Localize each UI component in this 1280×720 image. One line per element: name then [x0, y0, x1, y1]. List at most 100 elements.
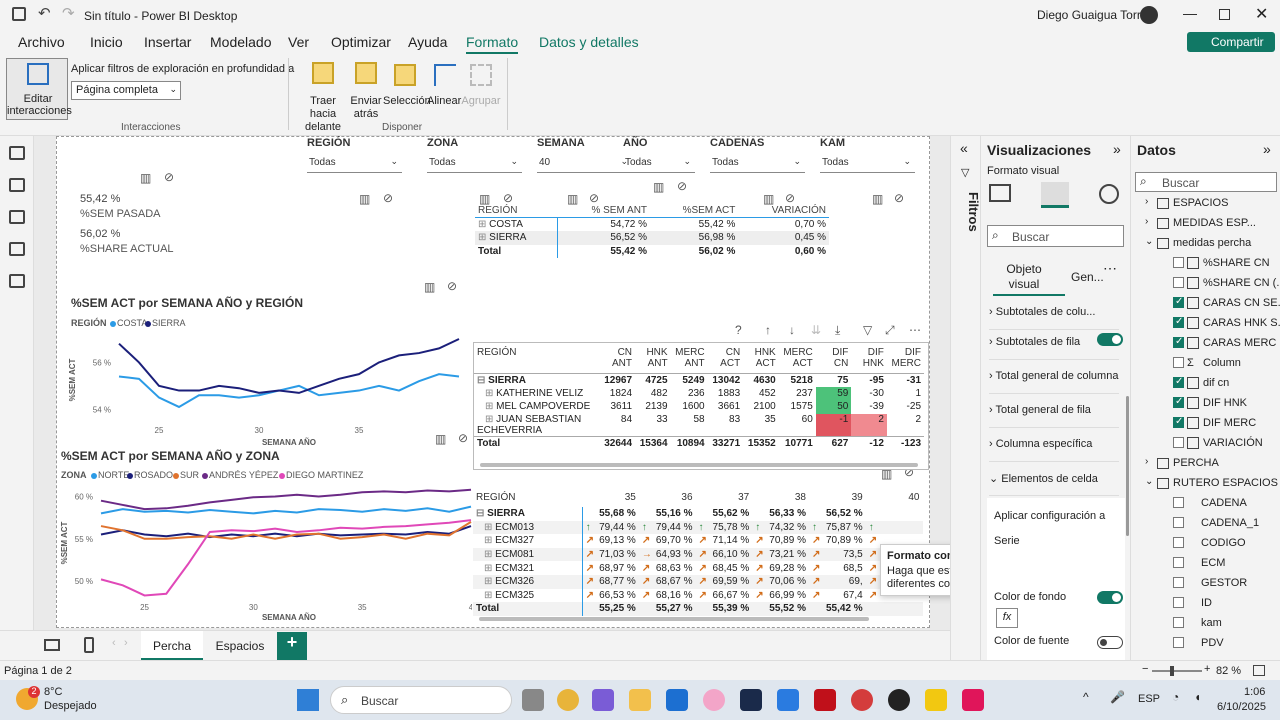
tiktok-icon[interactable] [962, 689, 984, 711]
selection-button[interactable]: Selección [383, 58, 431, 120]
table-header[interactable]: REGIÓN [478, 205, 518, 217]
menu-ver[interactable]: Ver [288, 34, 310, 50]
expand-icon[interactable]: ⊞ [484, 521, 496, 533]
wifi-icon[interactable]: ◔ [1172, 690, 1180, 704]
matrix-header[interactable]: REGIÓN [477, 347, 517, 358]
matrix-header[interactable]: CN ANT [612, 347, 633, 369]
field-checkbox[interactable] [1173, 617, 1184, 628]
collapse-icon[interactable]: » [1263, 141, 1271, 157]
chart1-plot[interactable]: %SEM ACT SEMANA AÑO 56 % 54 % 25 30 35 [67, 333, 467, 449]
model-view-icon[interactable] [9, 210, 25, 224]
expand-icon[interactable]: ⊞ [485, 387, 497, 399]
h-scrollbar[interactable] [480, 463, 918, 467]
none-interaction-icon[interactable]: ⊘ [677, 179, 688, 193]
matrix-row[interactable]: ⊞ ECM326 ↗ 68,77 % ↗ 68,67 % ↗ 69,59 % ↗ 70,06 %… [473, 574, 923, 589]
data-table-node[interactable]: › PERCHA [1145, 456, 1219, 469]
help-icon[interactable]: ? [735, 323, 742, 337]
matrix-semanas[interactable]: REGIÓN 35 36 37 38 39 40 ⊟ SIERRA 55,68 % 55,16 %… [473, 487, 929, 621]
data-field[interactable]: kam [1173, 616, 1279, 634]
expand-icon[interactable]: ⊞ [478, 232, 490, 244]
more-options-icon[interactable]: ⋯ [1103, 260, 1117, 276]
v-scrollbar[interactable] [1126, 396, 1129, 536]
netflix-icon[interactable] [814, 689, 836, 711]
data-field[interactable]: CADENA [1173, 496, 1279, 514]
data-field[interactable]: CARAS HNK S... [1173, 316, 1280, 334]
menu-ayuda[interactable]: Ayuda [408, 34, 448, 50]
build-visual-icon[interactable] [989, 184, 1011, 202]
filter-interaction-icon[interactable]: ▥ [872, 192, 884, 206]
report-page[interactable]: REGIÓN Todas ⌄ ZONA Todas ⌄ SEMANA 40 ⌄ … [56, 136, 930, 628]
undo-icon[interactable]: ↶ [38, 5, 51, 22]
matrix-row[interactable]: ⊟ SIERRA 12967 4725 5249 13042 4630 5218 75 -95 -… [474, 373, 924, 387]
matrix-row[interactable]: ⊞ ECM325 ↗ 66,53 % ↗ 68,16 % ↗ 66,67 % ↗ 66,99 %… [473, 588, 923, 603]
data-field[interactable]: VARIACIÓN [1173, 436, 1279, 454]
none-interaction-icon[interactable]: ⊘ [785, 191, 796, 205]
expand-icon[interactable]: ⊞ [485, 401, 497, 413]
redo-icon[interactable]: ↷ [62, 5, 75, 22]
collapse-icon[interactable]: » [1113, 141, 1121, 157]
expand-next-icon[interactable]: ⤓ [835, 323, 841, 337]
add-page-button[interactable]: + [277, 632, 307, 660]
filter-interaction-icon[interactable]: ▥ [359, 192, 371, 206]
chrome-icon[interactable] [557, 689, 579, 711]
filter-icon[interactable]: ▽ [863, 323, 873, 337]
none-interaction-icon[interactable]: ⊘ [383, 191, 394, 205]
mic-icon[interactable]: 🎤 [1110, 690, 1125, 704]
field-checkbox[interactable] [1173, 316, 1184, 328]
field-checkbox[interactable] [1173, 296, 1184, 308]
avatar[interactable] [1140, 6, 1158, 24]
field-checkbox[interactable] [1173, 517, 1184, 528]
menu-formato[interactable]: Formato [466, 34, 519, 55]
tab-general[interactable]: Gen... [1071, 270, 1104, 284]
zoom-slider[interactable] [1152, 670, 1202, 672]
tab-espacios[interactable]: Espacios [215, 639, 265, 653]
disney-icon[interactable] [740, 689, 762, 711]
data-table-node[interactable]: ⌄ RUTERO ESPACIOS [1145, 476, 1278, 489]
dax-query-icon[interactable] [9, 242, 25, 256]
field-checkbox[interactable] [1173, 257, 1184, 268]
field-checkbox[interactable] [1173, 437, 1184, 448]
data-table-node[interactable]: ⌄ medidas percha [1145, 236, 1252, 249]
format-section[interactable]: › Total general de fila [989, 394, 1119, 428]
matrix-header[interactable]: REGIÓN [476, 491, 516, 503]
data-table-node[interactable]: › MEDIDAS ESP... [1145, 216, 1256, 229]
format-visual-icon[interactable] [1041, 182, 1069, 208]
filter-interaction-icon[interactable]: ▥ [435, 432, 447, 446]
none-interaction-icon[interactable]: ⊘ [164, 170, 175, 184]
field-checkbox[interactable] [1173, 277, 1184, 288]
font-color-toggle[interactable] [1097, 636, 1123, 649]
slicer-dropdown[interactable]: Todas ⌄ [307, 155, 402, 173]
filter-interaction-icon[interactable]: ▥ [653, 180, 665, 194]
fx-button[interactable]: fx [996, 608, 1018, 628]
collapse-icon[interactable]: ⊟ [476, 508, 488, 520]
filters-pane-collapsed[interactable]: « ▽ Filtros [950, 136, 981, 660]
none-interaction-icon[interactable]: ⊘ [447, 279, 458, 293]
matrix-header[interactable]: 39 [851, 491, 863, 503]
matrix-header[interactable]: 35 [624, 491, 636, 503]
none-interaction-icon[interactable]: ⊘ [503, 191, 514, 205]
expand-icon[interactable]: ⊞ [484, 589, 496, 601]
data-field[interactable]: CARAS CN SE... [1173, 296, 1280, 314]
viz-search-input[interactable]: ⌕ Buscar [987, 225, 1124, 247]
matrix-row[interactable]: ⊟ SIERRA 55,68 % 55,16 % 55,62 % 56,33 % 56,5… [473, 507, 923, 521]
save-icon[interactable] [12, 7, 26, 21]
data-field[interactable]: %SHARE CN [1173, 256, 1279, 274]
field-checkbox[interactable] [1173, 497, 1184, 508]
desktop-layout-icon[interactable] [44, 639, 60, 651]
app-icon[interactable] [703, 689, 725, 711]
data-field[interactable]: PDV [1173, 636, 1279, 652]
tray-chevron-icon[interactable]: ^ [1083, 690, 1089, 704]
series-line-costa[interactable] [118, 373, 460, 409]
expand-icon[interactable]: ⊞ [484, 562, 496, 574]
row-subtotals-toggle[interactable] [1097, 333, 1123, 346]
none-interaction-icon[interactable]: ⊘ [904, 465, 915, 479]
matrix-row[interactable]: ⊞ KATHERINE VELIZ 1824 482 236 1883 452 237 59 -… [474, 386, 924, 401]
h-scrollbar[interactable] [479, 617, 869, 621]
volume-icon[interactable]: ◖ [1194, 690, 1202, 704]
analytics-icon[interactable] [1099, 184, 1119, 204]
minimize-icon[interactable]: — [1183, 5, 1197, 21]
menu-inicio[interactable]: Inicio [90, 34, 123, 50]
none-interaction-icon[interactable]: ⊘ [458, 431, 469, 445]
field-checkbox[interactable] [1173, 396, 1184, 408]
menu-insertar[interactable]: Insertar [144, 34, 192, 50]
